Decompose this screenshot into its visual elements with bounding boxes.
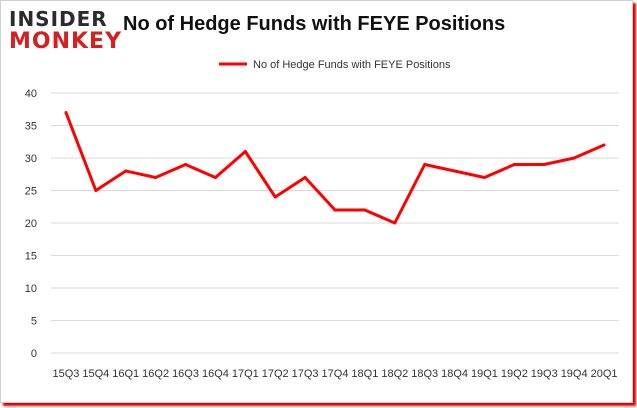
insider-monkey-logo: INSIDER MONKEY — [9, 7, 121, 54]
x-tick-label: 18Q2 — [381, 368, 408, 380]
legend-label: No of Hedge Funds with FEYE Positions — [253, 59, 451, 71]
x-tick-label: 17Q4 — [322, 368, 349, 380]
y-tick-label: 0 — [31, 348, 37, 360]
series-group — [64, 111, 606, 225]
data-point — [393, 221, 397, 225]
legend: No of Hedge Funds with FEYE Positions — [219, 59, 451, 71]
x-tick-label: 19Q4 — [561, 368, 588, 380]
y-tick-label: 10 — [25, 283, 37, 295]
x-tick-label: 18Q3 — [411, 368, 438, 380]
data-point — [213, 176, 217, 179]
y-tick-label: 35 — [25, 121, 37, 133]
chart-title: No of Hedge Funds with FEYE Positions — [123, 13, 506, 35]
x-axis-ticks: 15Q3 15Q4 16Q1 16Q2 16Q3 16Q4 17Q1 17Q2 17Q3 17Q4… — [52, 368, 617, 380]
series-line — [64, 111, 605, 225]
x-tick-label: 15Q4 — [82, 368, 109, 380]
data-point — [64, 111, 68, 114]
x-tick-label: 16Q3 — [172, 368, 199, 380]
x-tick-label: 20Q1 — [591, 368, 618, 380]
y-tick-label: 20 — [25, 218, 37, 230]
y-tick-label: 15 — [25, 251, 37, 263]
data-point — [363, 208, 367, 212]
x-tick-label: 16Q4 — [202, 368, 229, 380]
x-tick-label: 17Q3 — [292, 368, 319, 380]
x-tick-label: 16Q2 — [142, 368, 169, 380]
data-point — [333, 208, 337, 212]
y-tick-label: 30 — [25, 153, 37, 165]
x-tick-label: 17Q1 — [232, 368, 259, 380]
data-point — [572, 156, 576, 160]
gridlines — [51, 92, 619, 354]
y-tick-label: 25 — [25, 186, 37, 198]
data-point — [94, 189, 98, 192]
data-point — [423, 163, 427, 166]
logo-line-1: INSIDER — [9, 7, 108, 31]
x-tick-label: 18Q4 — [441, 368, 468, 380]
data-point — [273, 195, 277, 199]
data-point — [512, 163, 516, 166]
x-tick-label: 17Q2 — [262, 368, 289, 380]
y-tick-label: 40 — [25, 88, 37, 100]
x-tick-label: 19Q2 — [501, 368, 528, 380]
data-point — [303, 176, 307, 179]
x-tick-label: 18Q1 — [351, 368, 378, 380]
data-point — [154, 176, 158, 179]
y-axis-ticks: 0 5 10 15 20 25 30 35 40 — [25, 88, 37, 360]
logo-line-2: MONKEY — [9, 29, 123, 54]
data-point — [124, 169, 128, 173]
data-point — [542, 163, 546, 166]
data-point — [482, 176, 486, 179]
data-point — [184, 163, 188, 166]
y-tick-label: 5 — [31, 316, 37, 328]
x-tick-label: 16Q1 — [112, 368, 139, 380]
line-chart: 0 5 10 15 20 25 30 35 40 15Q3 15Q4 16Q1 16Q2 16Q3 16Q… — [25, 59, 619, 380]
x-tick-label: 19Q1 — [471, 368, 498, 380]
data-point — [602, 143, 606, 147]
x-tick-label: 15Q3 — [52, 368, 79, 380]
data-point — [243, 150, 247, 153]
data-point — [453, 169, 457, 173]
x-tick-label: 19Q3 — [531, 368, 558, 380]
